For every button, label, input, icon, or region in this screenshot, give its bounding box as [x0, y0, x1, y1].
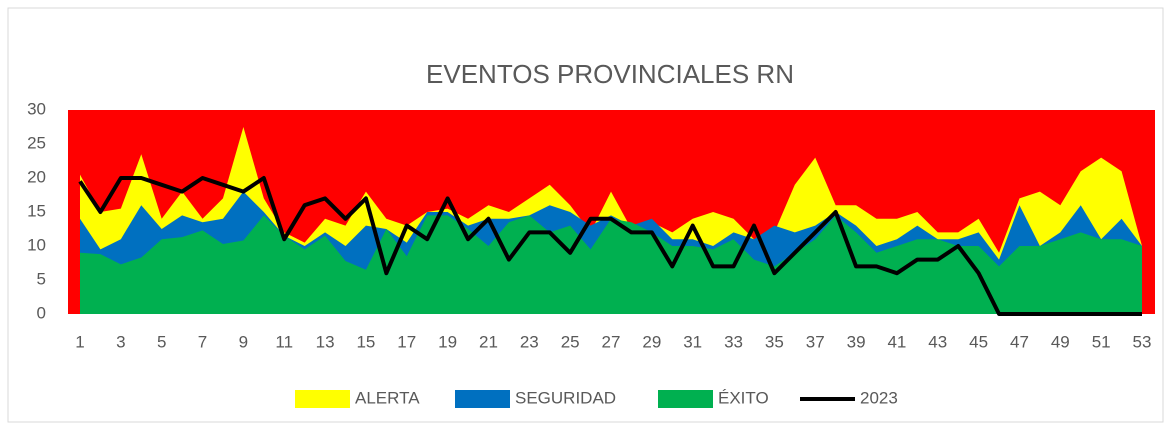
x-tick-label: 3	[116, 332, 125, 351]
legend-label: ÉXITO	[718, 388, 769, 407]
x-tick-label: 47	[1010, 332, 1029, 351]
x-tick-label: 23	[520, 332, 539, 351]
x-tick-label: 41	[887, 332, 906, 351]
area	[80, 215, 1142, 314]
x-tick-label: 33	[724, 332, 743, 351]
legend-swatch	[295, 390, 350, 408]
y-tick-label: 25	[27, 133, 46, 152]
x-tick-label: 51	[1092, 332, 1111, 351]
y-tick-label: 15	[27, 201, 46, 220]
x-tick-label: 7	[198, 332, 207, 351]
x-tick-label: 35	[765, 332, 784, 351]
x-tick-label: 13	[316, 332, 335, 351]
x-tick-label: 45	[969, 332, 988, 351]
x-tick-label: 29	[642, 332, 661, 351]
line	[78, 176, 1142, 316]
y-tick-label: 10	[27, 235, 46, 254]
x-tick-label: 27	[602, 332, 621, 351]
x-tick-label: 1	[75, 332, 84, 351]
legend-swatch	[455, 390, 510, 408]
x-tick-label: 31	[683, 332, 702, 351]
y-tick-label: 0	[37, 303, 46, 322]
y-tick-label: 5	[37, 269, 46, 288]
x-tick-label: 11	[275, 332, 293, 351]
x-tick-label: 25	[561, 332, 580, 351]
x-tick-label: 21	[479, 332, 498, 351]
legend-label: SEGURIDAD	[515, 388, 616, 407]
y-tick-label: 30	[27, 99, 46, 118]
x-tick-label: 15	[356, 332, 375, 351]
y-tick-label: 20	[27, 167, 46, 186]
x-tick-label: 43	[928, 332, 947, 351]
legend-swatch	[658, 390, 713, 408]
chart-title: EVENTOS PROVINCIALES RN	[426, 59, 794, 89]
x-tick-label: 5	[157, 332, 166, 351]
legend-label: ALERTA	[355, 388, 420, 407]
x-tick-label: 49	[1051, 332, 1070, 351]
x-tick-label: 17	[397, 332, 416, 351]
legend-label: 2023	[860, 388, 898, 407]
x-tick-label: 37	[806, 332, 825, 351]
x-tick-label: 9	[239, 332, 248, 351]
x-tick-label: 19	[438, 332, 457, 351]
x-tick-label: 39	[847, 332, 866, 351]
x-tick-label: 53	[1133, 332, 1152, 351]
